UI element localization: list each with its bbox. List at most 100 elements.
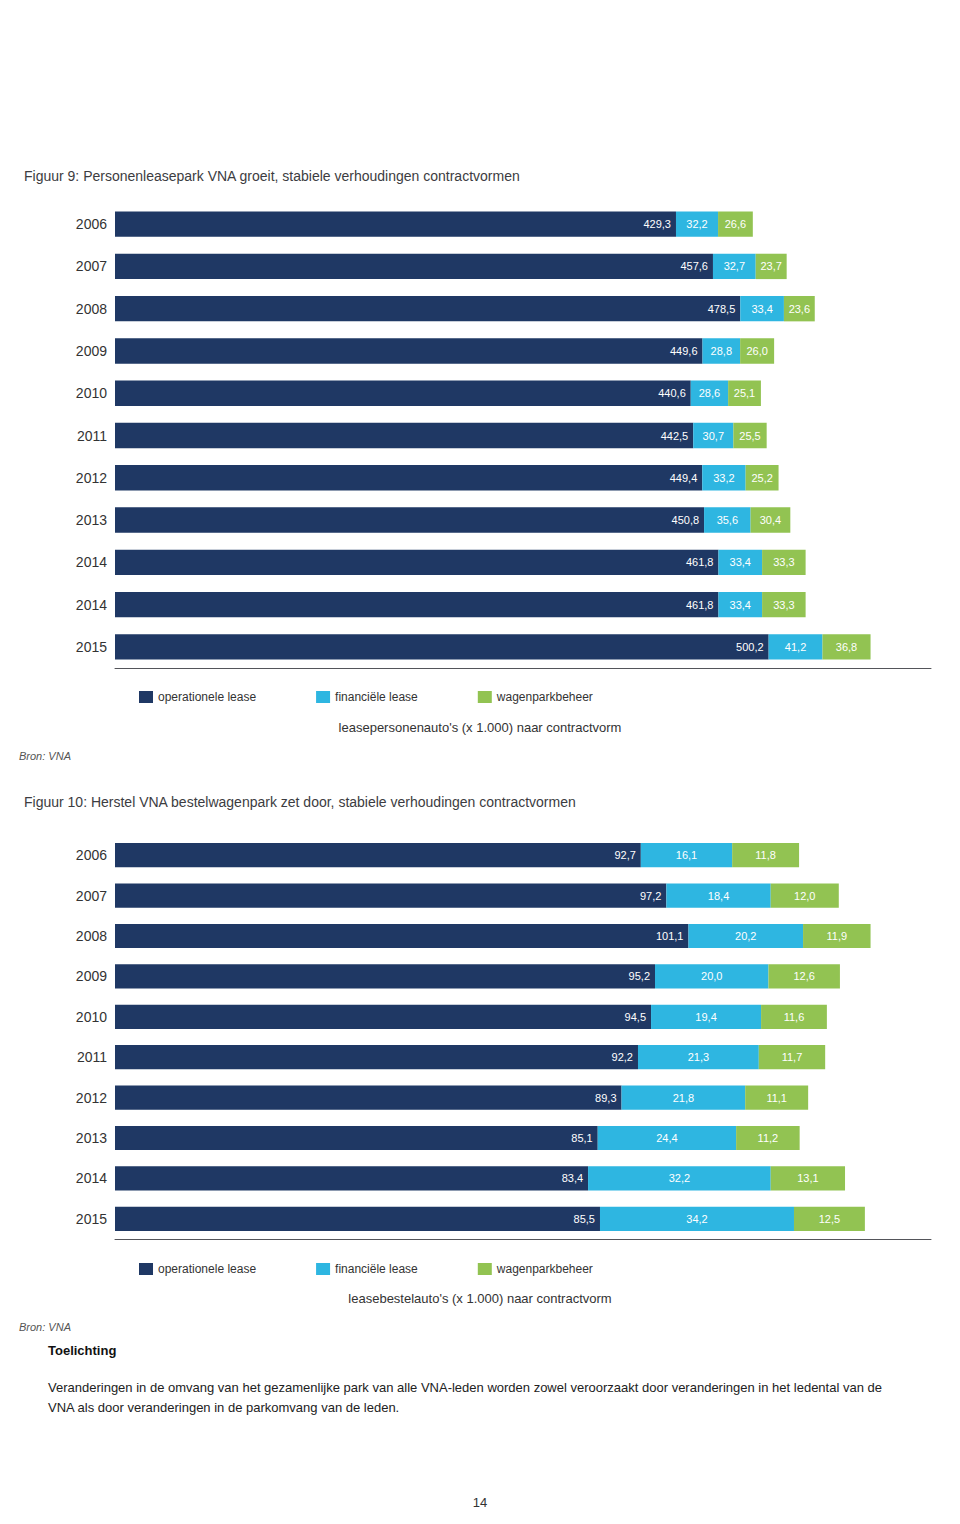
svg-text:97,2: 97,2 xyxy=(640,890,661,902)
svg-text:461,8: 461,8 xyxy=(686,599,714,611)
svg-text:450,8: 450,8 xyxy=(672,514,700,526)
svg-text:2009: 2009 xyxy=(76,343,107,359)
svg-text:2012: 2012 xyxy=(76,1090,107,1106)
svg-text:2010: 2010 xyxy=(76,1009,107,1025)
svg-text:leasepersonenauto's (x 1.000): leasepersonenauto's (x 1.000) naar contr… xyxy=(339,720,622,735)
svg-text:11,7: 11,7 xyxy=(782,1051,803,1063)
svg-text:2006: 2006 xyxy=(76,847,107,863)
svg-text:2015: 2015 xyxy=(76,639,107,655)
svg-text:2014: 2014 xyxy=(76,1170,107,1186)
svg-text:12,5: 12,5 xyxy=(819,1213,840,1225)
svg-text:14: 14 xyxy=(473,1495,487,1510)
svg-text:19,4: 19,4 xyxy=(695,1011,716,1023)
svg-text:101,1: 101,1 xyxy=(656,930,684,942)
svg-text:30,4: 30,4 xyxy=(760,514,781,526)
svg-text:2011: 2011 xyxy=(77,428,107,444)
svg-text:11,9: 11,9 xyxy=(827,930,848,942)
svg-text:25,5: 25,5 xyxy=(739,430,760,442)
svg-text:2013: 2013 xyxy=(76,512,107,528)
svg-text:36,8: 36,8 xyxy=(836,641,857,653)
svg-text:30,7: 30,7 xyxy=(703,430,724,442)
svg-text:13,1: 13,1 xyxy=(797,1172,818,1184)
svg-text:32,7: 32,7 xyxy=(724,260,745,272)
svg-text:500,2: 500,2 xyxy=(736,641,764,653)
svg-text:442,5: 442,5 xyxy=(661,430,689,442)
svg-text:33,4: 33,4 xyxy=(751,303,772,315)
svg-text:83,4: 83,4 xyxy=(562,1172,583,1184)
svg-text:wagenparkbeheer: wagenparkbeheer xyxy=(496,690,593,704)
svg-text:92,7: 92,7 xyxy=(614,849,635,861)
svg-text:Bron: VNA: Bron: VNA xyxy=(19,750,71,762)
svg-text:2014: 2014 xyxy=(76,554,107,570)
svg-text:2008: 2008 xyxy=(76,301,107,317)
svg-text:2007: 2007 xyxy=(76,888,107,904)
svg-text:20,2: 20,2 xyxy=(735,930,756,942)
svg-text:operationele lease: operationele lease xyxy=(158,1262,256,1276)
svg-text:26,6: 26,6 xyxy=(725,218,746,230)
svg-text:financiële lease: financiële lease xyxy=(335,1262,418,1276)
svg-text:23,6: 23,6 xyxy=(789,303,810,315)
svg-text:95,2: 95,2 xyxy=(629,970,650,982)
svg-text:429,3: 429,3 xyxy=(643,218,671,230)
svg-text:85,5: 85,5 xyxy=(574,1213,595,1225)
svg-text:33,3: 33,3 xyxy=(773,556,794,568)
svg-text:VNA als door veranderingen in: VNA als door veranderingen in de parkomv… xyxy=(48,1400,399,1415)
svg-text:2006: 2006 xyxy=(76,216,107,232)
svg-text:18,4: 18,4 xyxy=(708,890,729,902)
svg-text:32,2: 32,2 xyxy=(669,1172,690,1184)
svg-text:11,1: 11,1 xyxy=(766,1092,787,1104)
svg-text:16,1: 16,1 xyxy=(676,849,697,861)
svg-text:28,6: 28,6 xyxy=(699,387,720,399)
svg-text:33,4: 33,4 xyxy=(730,556,751,568)
svg-text:449,6: 449,6 xyxy=(670,345,698,357)
svg-text:34,2: 34,2 xyxy=(686,1213,707,1225)
svg-text:11,8: 11,8 xyxy=(755,849,776,861)
svg-text:478,5: 478,5 xyxy=(708,303,736,315)
svg-text:24,4: 24,4 xyxy=(656,1132,677,1144)
svg-text:28,8: 28,8 xyxy=(711,345,732,357)
svg-text:2014: 2014 xyxy=(76,597,107,613)
svg-text:Bron: VNA: Bron: VNA xyxy=(19,1321,71,1333)
svg-text:25,1: 25,1 xyxy=(734,387,755,399)
svg-text:2009: 2009 xyxy=(76,968,107,984)
svg-text:Figuur 10: Herstel VNA bestelw: Figuur 10: Herstel VNA bestelwagenpark z… xyxy=(24,794,576,810)
svg-text:21,3: 21,3 xyxy=(688,1051,709,1063)
svg-text:2010: 2010 xyxy=(76,385,107,401)
svg-text:Toelichting: Toelichting xyxy=(48,1343,116,1358)
svg-text:449,4: 449,4 xyxy=(670,472,698,484)
svg-text:2015: 2015 xyxy=(76,1211,107,1227)
svg-text:Figuur 9: Personenleasepark VN: Figuur 9: Personenleasepark VNA groeit, … xyxy=(24,168,520,184)
svg-text:2007: 2007 xyxy=(76,258,107,274)
svg-text:leasebestelauto's (x 1.000) na: leasebestelauto's (x 1.000) naar contrac… xyxy=(348,1291,611,1306)
svg-text:35,6: 35,6 xyxy=(717,514,738,526)
svg-text:461,8: 461,8 xyxy=(686,556,714,568)
svg-text:89,3: 89,3 xyxy=(595,1092,616,1104)
svg-text:25,2: 25,2 xyxy=(751,472,772,484)
svg-text:440,6: 440,6 xyxy=(658,387,686,399)
svg-text:12,0: 12,0 xyxy=(794,890,815,902)
svg-text:2012: 2012 xyxy=(76,470,107,486)
svg-text:Veranderingen in de omvang van: Veranderingen in de omvang van het gezam… xyxy=(48,1380,886,1395)
svg-text:2011: 2011 xyxy=(77,1049,107,1065)
svg-text:23,7: 23,7 xyxy=(760,260,781,272)
svg-text:33,2: 33,2 xyxy=(713,472,734,484)
svg-text:12,6: 12,6 xyxy=(793,970,814,982)
svg-text:85,1: 85,1 xyxy=(571,1132,592,1144)
svg-text:33,4: 33,4 xyxy=(730,599,751,611)
svg-text:94,5: 94,5 xyxy=(625,1011,646,1023)
svg-text:32,2: 32,2 xyxy=(686,218,707,230)
svg-text:2013: 2013 xyxy=(76,1130,107,1146)
svg-text:2008: 2008 xyxy=(76,928,107,944)
svg-text:20,0: 20,0 xyxy=(701,970,722,982)
svg-text:92,2: 92,2 xyxy=(612,1051,633,1063)
svg-text:33,3: 33,3 xyxy=(773,599,794,611)
svg-text:26,0: 26,0 xyxy=(746,345,767,357)
svg-text:wagenparkbeheer: wagenparkbeheer xyxy=(496,1262,593,1276)
svg-text:operationele lease: operationele lease xyxy=(158,690,256,704)
svg-text:457,6: 457,6 xyxy=(680,260,708,272)
svg-text:21,8: 21,8 xyxy=(673,1092,694,1104)
svg-text:financiële lease: financiële lease xyxy=(335,690,418,704)
svg-text:11,6: 11,6 xyxy=(784,1011,805,1023)
svg-text:11,2: 11,2 xyxy=(758,1132,779,1144)
svg-text:41,2: 41,2 xyxy=(785,641,806,653)
